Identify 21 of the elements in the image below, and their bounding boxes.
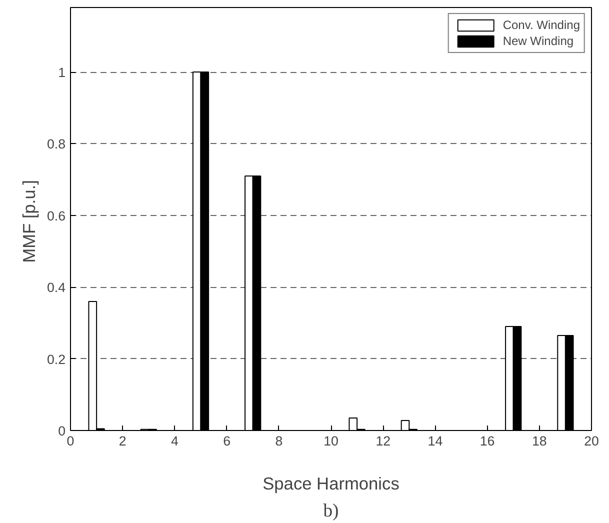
x-tick-label: 14 [428,434,444,448]
x-tick-label: 8 [275,434,283,448]
x-axis-title: Space Harmonics [262,474,400,494]
y-tick-label: 1 [58,65,66,80]
x-tick-label: 6 [223,434,231,448]
y-tick-label: 0.4 [46,280,66,296]
x-tick-label: 16 [480,434,495,448]
y-tick-label: 0.2 [46,352,66,367]
x-tick-label: 18 [532,434,547,448]
text: b) [323,500,339,522]
x-tick-label: 4 [170,434,179,448]
x-tick-label: 12 [376,434,391,448]
x-tick-label: 10 [324,434,338,448]
y-axis-title: MMF [p.u.] [18,180,39,263]
y-tick-label: 0.6 [46,208,66,224]
x-tick-label: 20 [584,434,599,448]
y-tick-label: 0.8 [46,136,66,152]
y-tick-label: 0 [58,424,66,438]
legend-label: Conv. Winding [502,18,580,32]
legend-label: New Winding [502,34,574,48]
x-tick-label: 2 [118,434,126,448]
